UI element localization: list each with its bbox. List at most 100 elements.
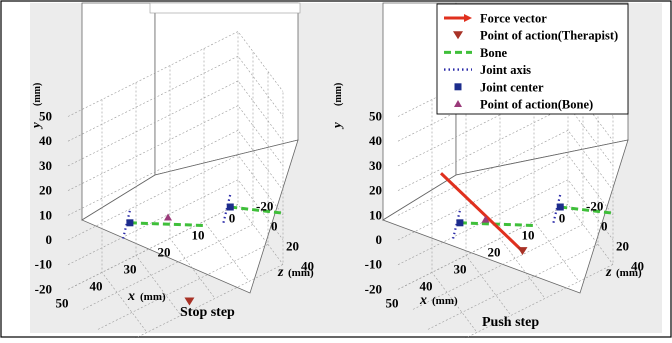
legend-entry-label: Point of action(Therapist) (480, 29, 618, 43)
x-tick-label: 50 (386, 295, 399, 310)
chart-title: Push step (482, 315, 539, 330)
legend-remnant (149, 2, 301, 14)
y-gridline (397, 179, 614, 265)
bone-segment (560, 205, 612, 215)
x-tick-label: 10 (192, 227, 205, 242)
z-tick-label: 0 (271, 218, 278, 233)
y-gridline (67, 179, 284, 265)
x-tick-label: 40 (90, 278, 103, 293)
bone-action-point (164, 213, 172, 221)
legend-entry-label: Joint center (480, 80, 544, 94)
x-tick-label: 10 (522, 227, 535, 242)
z-gridline (97, 71, 269, 330)
legend-entry-label: Force vector (480, 12, 547, 26)
y-gridline (67, 154, 284, 241)
bone-segment (230, 205, 282, 215)
x-axis-label: x (419, 293, 427, 308)
x-axis-label: x (127, 289, 135, 304)
y-gridline (67, 31, 284, 117)
z-gridline (455, 91, 614, 343)
floor (81, 139, 299, 294)
y-tick-label: 50 (369, 109, 382, 124)
legend-triangle-down-icon (453, 31, 463, 40)
y-tick-label: -20 (365, 281, 382, 296)
x-gridline (169, 65, 216, 299)
z-tick-label: 40 (301, 258, 314, 273)
legend-box (436, 3, 629, 115)
z-axis-label: z (605, 265, 612, 280)
x-tick-label: 0 (559, 210, 566, 225)
y-tick-label: 30 (39, 158, 52, 173)
x-tick-label: 20 (158, 244, 171, 259)
x-tick-label: 30 (124, 261, 137, 276)
legend: Force vector Point of action(Therapist) Bo… (436, 3, 629, 115)
z-tick-label: 40 (631, 258, 644, 273)
joint-center-point (226, 203, 234, 211)
x-axis-unit: (mm) (432, 295, 458, 307)
legend-entry-label: Bone (480, 46, 508, 60)
y-tick-label: 40 (39, 133, 52, 148)
x-gridline (101, 99, 148, 333)
joint-center-point (556, 203, 564, 211)
z-axis-unit: (mm) (616, 267, 642, 279)
y-axis-unit: (mm) (32, 83, 43, 106)
bone-segment (459, 221, 537, 228)
y-tick-label: 10 (369, 207, 382, 222)
marks (439, 172, 612, 256)
z-tick-label: -20 (256, 198, 273, 213)
y-tick-label: 0 (376, 232, 383, 247)
bone-segment (129, 221, 207, 228)
z-axis-unit: (mm) (288, 267, 314, 279)
chart-title: Stop step (180, 305, 235, 320)
x-tick-label: 20 (488, 244, 501, 259)
z-gridline (67, 31, 239, 290)
y-tick-label: 30 (369, 158, 382, 173)
x-gridline (431, 99, 478, 333)
therapist-action-point (184, 297, 195, 306)
z-tick-label: 20 (616, 238, 629, 253)
y-tick-label: 50 (39, 109, 52, 124)
marks (122, 194, 282, 306)
y-tick-label: -10 (365, 257, 382, 272)
force-vector (439, 172, 524, 253)
legend-entry-label: Point of action(Bone) (480, 98, 593, 112)
z-tick-label: 20 (286, 238, 299, 253)
y-gridline (67, 204, 284, 290)
x-tick-label: 40 (420, 278, 433, 293)
y-tick-label: -10 (35, 257, 52, 272)
x-gridline (499, 65, 546, 299)
y-tick-label: 0 (46, 232, 53, 247)
legend-entry-label: Joint axis (480, 63, 531, 77)
y-tick-label: 40 (369, 133, 382, 148)
x-tick-label: 30 (454, 261, 467, 276)
x-tick-label: 50 (56, 295, 69, 310)
y-gridline (67, 55, 284, 142)
bone-action-point (481, 215, 490, 223)
z-gridline (82, 51, 254, 310)
y-gridline (397, 154, 614, 241)
y-axis-label: y (329, 122, 344, 130)
joint-center-point (456, 219, 464, 227)
x-tick-label: 0 (229, 210, 236, 225)
y-axis-unit: (mm) (333, 83, 344, 106)
z-tick-label: 0 (601, 218, 608, 233)
x-axis-unit: (mm) (140, 291, 166, 303)
therapist-action-point (517, 247, 528, 256)
floor (382, 139, 629, 294)
joint-center-point (126, 219, 134, 227)
y-tick-label: -20 (35, 281, 52, 296)
legend-square-icon (454, 83, 462, 91)
y-axis-label: y (28, 122, 43, 130)
legend-triangle-up-icon (454, 100, 462, 107)
grid (67, 31, 284, 343)
y-tick-label: 20 (369, 183, 382, 198)
z-axis-label: z (277, 265, 284, 280)
z-gridline (125, 91, 284, 343)
y-tick-label: 10 (39, 207, 52, 222)
legend-arrowhead-icon (464, 14, 472, 22)
